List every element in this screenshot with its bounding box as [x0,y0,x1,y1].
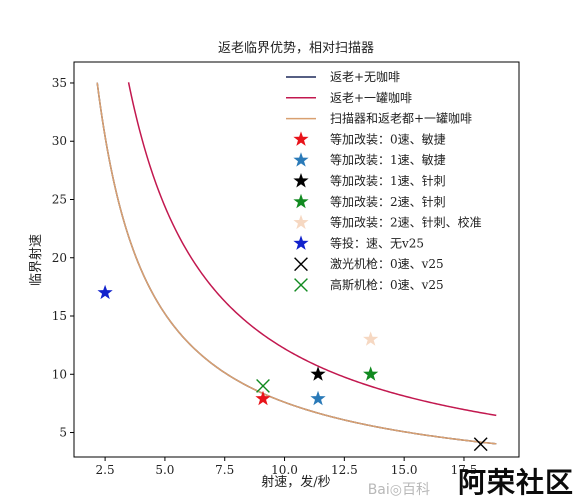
x-axis: 2.5 5.0 7.5 10.0 12.5 15.0 17.5 [96,457,478,477]
legend: 返老+无咖啡返老+一罐咖啡扫描器和返老都+一罐咖啡等加改装：0速、敏捷等加改装：… [286,69,482,292]
legend-label: 激光机枪：0速、v25 [330,256,444,271]
series-line-3 [96,82,497,445]
data-point-5 [363,331,379,346]
points-layer [97,284,488,452]
legend-marker-1 [293,131,309,146]
plot-frame [73,61,520,458]
data-point-3 [310,366,326,381]
legend-label: 返老+一罐咖啡 [330,90,412,105]
y-tick-label: 35 [52,76,67,90]
legend-marker-3 [293,173,309,188]
baidu-watermark: Bai◎百科 [367,482,430,498]
series-line-2 [127,82,497,417]
legend-label: 等加改装：1速、敏捷 [330,152,446,167]
legend-marker-4 [293,193,309,209]
y-tick-label: 15 [52,309,67,323]
legend-marker-6 [293,235,309,250]
x-tick-label: 5.0 [155,463,174,477]
data-point-4 [363,366,379,381]
legend-marker-2 [293,152,309,167]
x-tick-label: 10.0 [271,463,298,477]
legend-label: 返老+无咖啡 [330,69,400,84]
legend-label: 等加改装：1速、针刺 [330,173,446,188]
data-point-8 [256,379,270,393]
legend-label: 扫描器和返老都+一罐咖啡 [330,111,472,126]
x-tick-label: 12.5 [331,463,358,477]
legend-marker-7 [294,257,308,272]
y-axis-title: 临界射速 [28,234,44,286]
y-tick-label: 5 [59,426,67,440]
legend-label: 高斯机枪：0速、v25 [330,277,444,292]
x-tick-label: 7.5 [215,463,234,477]
legend-marker-5 [293,214,309,230]
site-watermark: 阿荣社区 [457,466,574,499]
legend-label: 等加改装：0速、敏捷 [330,131,446,146]
x-axis-title: 射速，发/秒 [261,474,330,490]
legend-marker-8 [294,278,308,292]
chart-title: 返老临界优势，相对扫描器 [218,40,374,56]
legend-label: 等加改装：2速、针刺 [330,194,446,209]
data-point-6 [97,284,113,300]
data-point-2 [310,390,326,406]
y-tick-label: 10 [52,367,67,381]
data-point-7 [473,437,488,452]
series-layer [96,82,497,445]
y-tick-label: 30 [52,134,67,148]
legend-label: 等投：速、无v25 [330,235,424,250]
x-tick-label: 2.5 [96,463,115,477]
y-tick-label: 20 [52,251,67,265]
data-point-1 [255,390,271,406]
x-tick-label: 15.0 [391,463,418,477]
plot-area [73,61,520,458]
x-tick-label: 17.5 [451,463,478,477]
y-axis: 5 10 15 20 25 30 35 [52,76,74,440]
legend-label: 等加改装：2速、针刺、校准 [330,215,482,230]
y-tick-label: 25 [52,192,67,206]
